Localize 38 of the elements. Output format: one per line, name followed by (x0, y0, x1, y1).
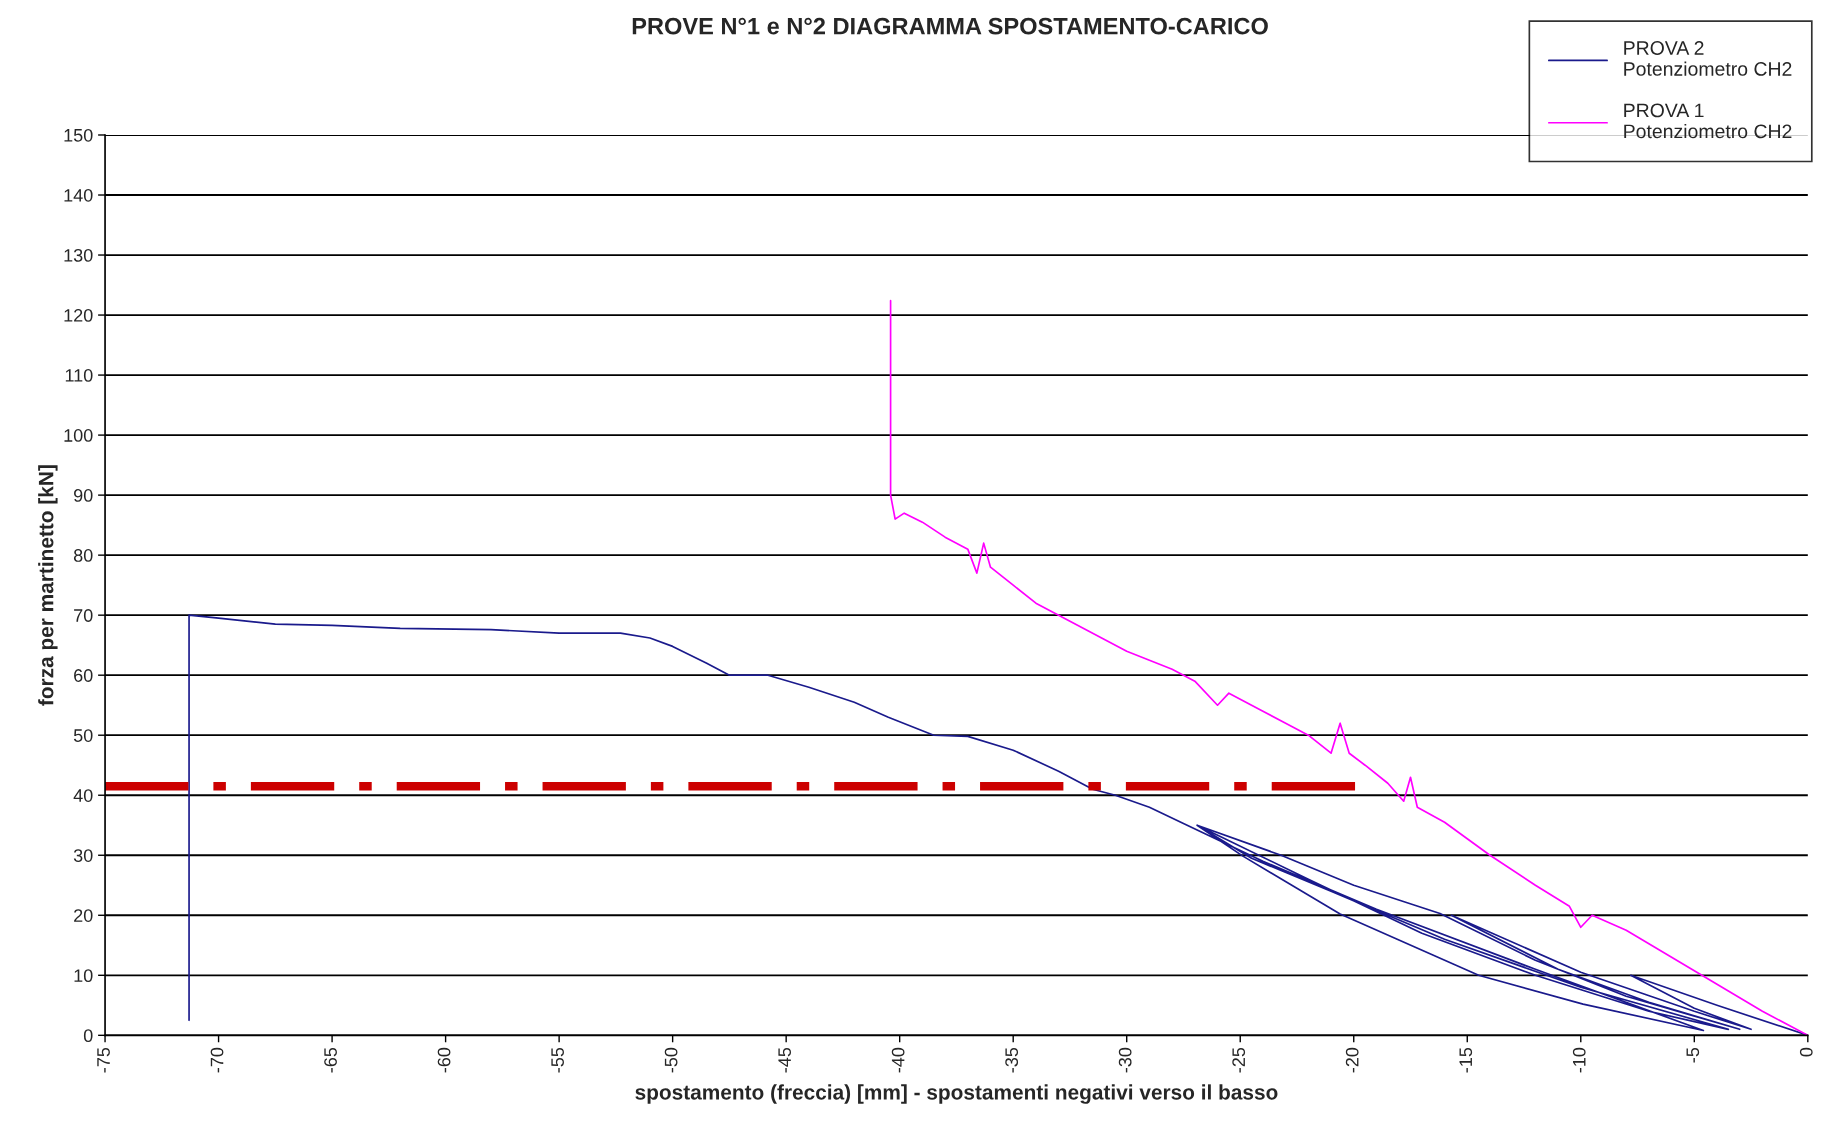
y-tick-label: 30 (73, 849, 93, 862)
y-axis-title: forza per martinetto [kN] (38, 465, 58, 706)
y-tick-label: 80 (73, 549, 93, 562)
y-tick-label: 10 (74, 969, 93, 983)
x-tick-label: -15 (1459, 1047, 1473, 1073)
x-tick-label: -45 (778, 1047, 792, 1073)
legend-label: PROVA 2 Potenziometro CH2 (1624, 41, 1792, 76)
x-tick-label: -70 (210, 1047, 224, 1073)
x-tick-label: -5 (1686, 1047, 1700, 1063)
x-tick-label: -40 (891, 1047, 905, 1073)
x-tick-label: 0 (1799, 1047, 1813, 1057)
x-tick-label: -60 (437, 1047, 451, 1073)
legend-label: PROVA 1 Potenziometro CH2 (1624, 103, 1792, 139)
chart-title: PROVE N°1 e N°2 DIAGRAMMA SPOSTAMENTO-CARICO (632, 17, 1268, 35)
line-series (889, 299, 1808, 1036)
x-tick-label: -10 (1572, 1047, 1586, 1073)
y-tick-label: 140 (64, 188, 93, 202)
y-tick-label: 50 (73, 729, 93, 742)
x-tick-label: -20 (1345, 1047, 1359, 1073)
x-tick-label: -55 (551, 1047, 564, 1073)
x-tick-label: -65 (324, 1047, 337, 1073)
y-tick-label: 90 (74, 489, 93, 502)
y-tick-label: 100 (64, 429, 93, 442)
y-tick-label: 0 (83, 1029, 93, 1043)
x-axis-title: spostamento (freccia) [mm] - spostamenti negativi verso il basso (635, 1084, 1278, 1104)
y-tick-label: 110 (65, 369, 93, 382)
x-tick-label: -30 (1118, 1047, 1132, 1073)
y-tick-label: 40 (73, 789, 93, 802)
y-tick-label: 130 (64, 248, 93, 262)
y-tick-label: 20 (74, 909, 93, 922)
y-tick-label: 120 (64, 308, 93, 322)
x-tick-label: -35 (1005, 1047, 1019, 1073)
y-tick-label: 70 (74, 609, 93, 622)
y-tick-label: 150 (64, 128, 93, 142)
x-tick-label: -25 (1232, 1047, 1246, 1073)
x-tick-label: -75 (97, 1047, 110, 1073)
y-tick-label: 60 (74, 669, 93, 682)
x-tick-label: -50 (664, 1047, 678, 1073)
